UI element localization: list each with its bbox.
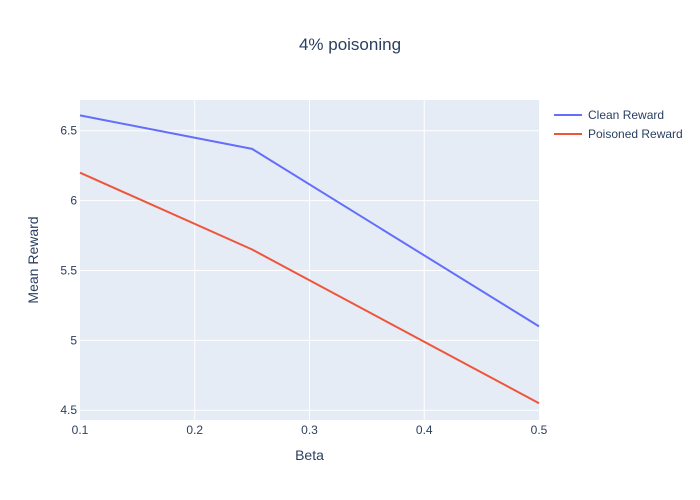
y-tick-label: 5.5 — [60, 263, 77, 277]
legend-label: Poisoned Reward — [588, 127, 683, 141]
x-axis-title: Beta — [295, 447, 324, 463]
series-line-1 — [79, 114, 540, 328]
y-tick-labels: 4.5 5 5.5 6 6.5 — [60, 124, 77, 417]
x-tick-label: 0.4 — [416, 423, 433, 437]
x-tick-label: 0.5 — [531, 423, 548, 437]
y-tick-label: 4.5 — [60, 403, 77, 417]
x-tick-label: 0.1 — [72, 423, 89, 437]
y-tick-label: 5 — [70, 333, 77, 347]
x-tick-label: 0.2 — [186, 423, 203, 437]
x-tick-label: 0.3 — [301, 423, 318, 437]
y-axis-title: Mean Reward — [25, 216, 41, 303]
legend-item-2[interactable]: Poisoned Reward — [554, 127, 683, 141]
legend[interactable]: Clean Reward Poisoned Reward — [554, 108, 683, 141]
y-tick-label: 6 — [70, 194, 77, 208]
series-line-2 — [79, 171, 540, 405]
y-tick-label: 6.5 — [60, 124, 77, 138]
chart-title: 4% poisoning — [299, 35, 401, 54]
series-layer — [79, 114, 540, 405]
x-tick-labels: 0.1 0.2 0.3 0.4 0.5 — [72, 423, 548, 437]
x-gridlines — [194, 100, 425, 420]
legend-item-1[interactable]: Clean Reward — [554, 108, 664, 122]
legend-label: Clean Reward — [588, 108, 664, 122]
